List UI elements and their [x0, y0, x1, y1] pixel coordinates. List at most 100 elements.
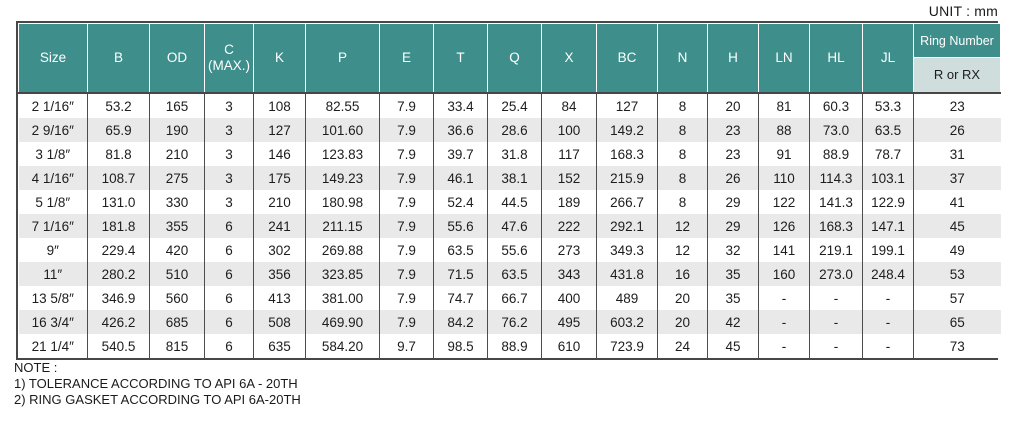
value-cell: 31	[913, 142, 1001, 166]
value-cell: 23	[707, 118, 759, 142]
value-cell: 38.1	[487, 166, 542, 190]
table-row: 7 1/16″ 181.8 355 6 241 211.15 7.9 55.6 47.6 222 2…	[18, 214, 1001, 238]
value-cell: 584.20	[305, 334, 380, 358]
value-cell: 73	[913, 334, 1001, 358]
value-cell: 23	[913, 93, 1001, 118]
value-cell: 46.1	[433, 166, 488, 190]
value-cell: 7.9	[379, 190, 434, 214]
value-cell: 103.1	[862, 166, 914, 190]
value-cell: 127	[253, 118, 306, 142]
value-cell: 489	[596, 286, 658, 310]
value-cell: 47.6	[487, 214, 542, 238]
value-cell: 20	[657, 310, 708, 334]
value-cell: 29	[707, 190, 759, 214]
value-cell: 53	[913, 262, 1001, 286]
value-cell: 431.8	[596, 262, 658, 286]
value-cell: 7.9	[379, 118, 434, 142]
value-cell: 343	[541, 262, 597, 286]
value-cell: 175	[253, 166, 306, 190]
value-cell: 302	[253, 238, 306, 262]
value-cell: 6	[204, 214, 254, 238]
value-cell: 84.2	[433, 310, 488, 334]
column-header-b: B	[87, 23, 150, 94]
value-cell: 37	[913, 166, 1001, 190]
value-cell: 73.0	[809, 118, 863, 142]
value-cell: 330	[149, 190, 205, 214]
value-cell: 269.88	[305, 238, 380, 262]
ring-subheader-cell: R or RX	[913, 57, 1001, 94]
value-cell: 266.7	[596, 190, 658, 214]
value-cell: 60.3	[809, 93, 863, 118]
value-cell: 91	[758, 142, 810, 166]
value-cell: 63.5	[487, 262, 542, 286]
value-cell: 149.23	[305, 166, 380, 190]
value-cell: 273	[541, 238, 597, 262]
size-cell: 2 9/16″	[18, 118, 88, 142]
column-header-n: N	[657, 23, 708, 94]
value-cell: 35	[707, 286, 759, 310]
value-cell: 117	[541, 142, 597, 166]
note-line-1: 1) TOLERANCE ACCORDING TO API 6A - 20TH	[14, 376, 298, 391]
value-cell: 81	[758, 93, 810, 118]
column-header-c: C (MAX.)	[204, 23, 254, 94]
value-cell: 49	[913, 238, 1001, 262]
value-cell: 540.5	[87, 334, 150, 358]
value-cell: 7.9	[379, 238, 434, 262]
column-header-hl: HL	[809, 23, 863, 94]
value-cell: -	[862, 286, 914, 310]
table-header: Size B OD C (MAX.) K P E T Q X BC N H LN HL JL Ring Numb…	[18, 22, 1001, 94]
value-cell: 7.9	[379, 142, 434, 166]
value-cell: 7.9	[379, 286, 434, 310]
value-cell: 149.2	[596, 118, 658, 142]
column-header-jl: JL	[862, 23, 914, 94]
value-cell: 400	[541, 286, 597, 310]
value-cell: 6	[204, 310, 254, 334]
value-cell: 98.5	[433, 334, 488, 358]
value-cell: 610	[541, 334, 597, 358]
value-cell: 241	[253, 214, 306, 238]
table-row: 4 1/16″ 108.7 275 3 175 149.23 7.9 46.1 38.1 152 2…	[18, 166, 1001, 190]
value-cell: 248.4	[862, 262, 914, 286]
value-cell: 8	[657, 142, 708, 166]
value-cell: 3	[204, 190, 254, 214]
table-row: 2 9/16″ 65.9 190 3 127 101.60 7.9 36.6 28.6 100 14…	[18, 118, 1001, 142]
value-cell: 323.85	[305, 262, 380, 286]
value-cell: 8	[657, 118, 708, 142]
size-cell: 11″	[18, 262, 88, 286]
header-row-main: Size B OD C (MAX.) K P E T Q X BC N H LN HL JL Ring Numb…	[18, 22, 1001, 94]
value-cell: 603.2	[596, 310, 658, 334]
table-row: 16 3/4″ 426.2 685 6 508 469.90 7.9 84.2 76.2 495 6…	[18, 310, 1001, 334]
value-cell: 123.83	[305, 142, 380, 166]
column-header-x: X	[541, 23, 597, 94]
value-cell: 635	[253, 334, 306, 358]
value-cell: 53.3	[862, 93, 914, 118]
value-cell: 71.5	[433, 262, 488, 286]
value-cell: 6	[204, 262, 254, 286]
value-cell: 82.55	[305, 93, 380, 118]
value-cell: 63.5	[433, 238, 488, 262]
unit-label: UNIT : mm	[928, 3, 998, 19]
value-cell: 3	[204, 142, 254, 166]
note-title: NOTE :	[14, 360, 58, 375]
size-cell: 4 1/16″	[18, 166, 88, 190]
value-cell: 141.3	[809, 190, 863, 214]
value-cell: 36.6	[433, 118, 488, 142]
value-cell: -	[809, 310, 863, 334]
value-cell: 81.8	[87, 142, 150, 166]
column-header-t: T	[433, 23, 488, 94]
table-row: 9″ 229.4 420 6 302 269.88 7.9 63.5 55.6 273 349.3 1…	[18, 238, 1001, 262]
value-cell: 181.8	[87, 214, 150, 238]
size-cell: 16 3/4″	[18, 310, 88, 334]
value-cell: 7.9	[379, 214, 434, 238]
value-cell: 88.9	[809, 142, 863, 166]
value-cell: 25.4	[487, 93, 542, 118]
spec-table-wrapper: Size B OD C (MAX.) K P E T Q X BC N H LN HL JL Ring Numb…	[16, 21, 1001, 360]
value-cell: 65.9	[87, 118, 150, 142]
value-cell: 215.9	[596, 166, 658, 190]
column-header-q: Q	[487, 23, 542, 94]
value-cell: 122.9	[862, 190, 914, 214]
value-cell: 469.90	[305, 310, 380, 334]
value-cell: -	[758, 286, 810, 310]
value-cell: 23	[707, 142, 759, 166]
value-cell: 7.9	[379, 93, 434, 118]
